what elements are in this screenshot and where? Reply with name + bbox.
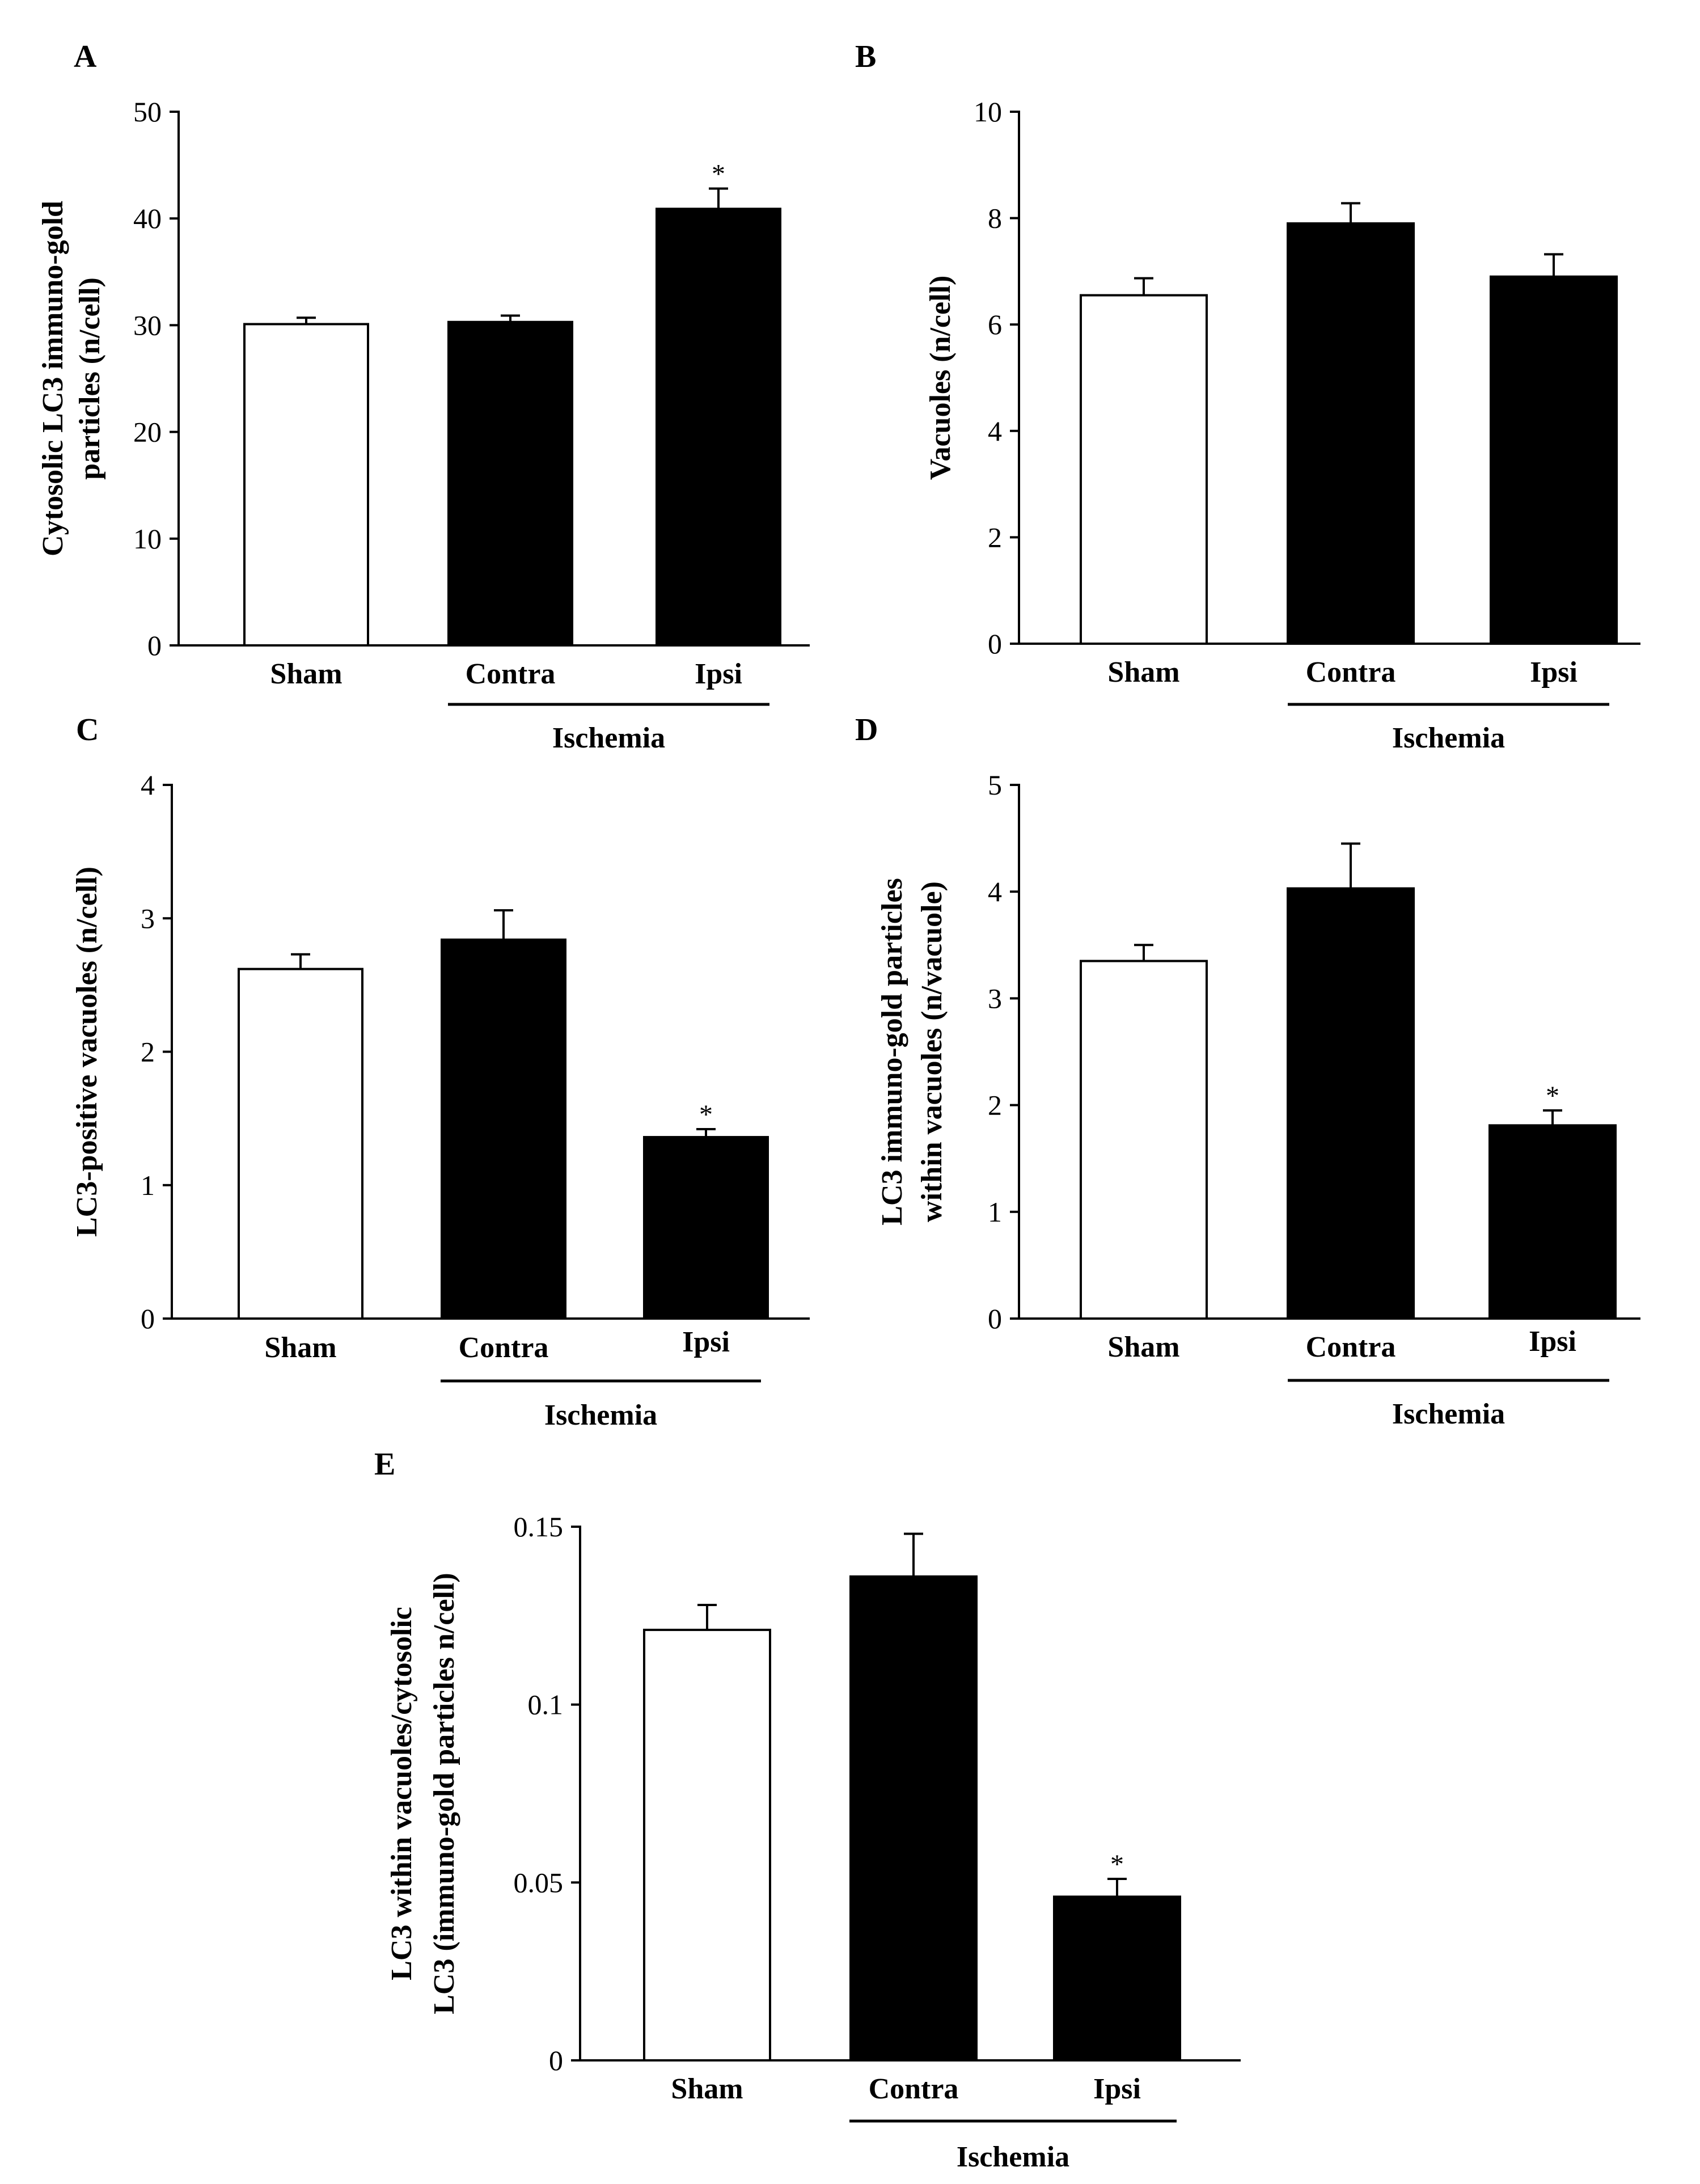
y-tick-label: 0	[141, 1303, 155, 1334]
panel-letter: C	[76, 712, 99, 747]
y-tick-label: 0	[988, 1303, 1002, 1334]
category-label-contra: Contra	[1306, 1331, 1396, 1363]
y-axis-title: LC3 (immuno-gold particles n/cell)	[428, 1573, 460, 2014]
y-tick-label: 0.05	[514, 1866, 564, 1898]
significance-marker: *	[1110, 1849, 1124, 1879]
y-tick-label: 5	[988, 769, 1002, 801]
bar-contra	[1287, 222, 1415, 645]
category-label-sham: Sham	[1107, 656, 1179, 688]
panel-letter: A	[74, 39, 97, 74]
bar-sham	[1080, 294, 1208, 645]
group-label-ischemia: Ischemia	[1392, 722, 1505, 754]
y-tick-label: 4	[988, 876, 1002, 907]
y-axis-title: LC3 immuno-gold particles	[876, 878, 908, 1225]
bar-ipsi	[656, 208, 781, 647]
y-axis-title: particles (n/cell)	[74, 277, 106, 480]
bar-contra	[447, 320, 573, 647]
y-tick-label: 1	[141, 1169, 155, 1201]
y-tick-label: 6	[988, 309, 1002, 340]
bar-ipsi	[1488, 1124, 1617, 1320]
bar-sham	[238, 968, 363, 1320]
y-tick-label: 0	[988, 628, 1002, 660]
category-label-contra: Contra	[1306, 656, 1396, 688]
y-tick-label: 50	[133, 96, 162, 128]
category-label-sham: Sham	[270, 658, 342, 690]
y-tick-label: 30	[133, 309, 162, 341]
y-tick-label: 40	[133, 202, 162, 234]
category-label-contra: Contra	[459, 1332, 549, 1364]
category-label-contra: Contra	[869, 2073, 959, 2105]
bar-contra	[441, 938, 566, 1320]
y-axis-title: within vacuoles (n/vacuole)	[916, 881, 948, 1222]
category-label-sham: Sham	[1107, 1331, 1179, 1363]
chart-panel-c: C LC3-positive vacuoles (n/cell) 0 1 2 3 4 Sham…	[71, 712, 810, 1431]
y-tick-label: 0	[147, 630, 162, 661]
y-tick-label: 0	[549, 2044, 563, 2076]
bar-ipsi	[1490, 275, 1618, 645]
group-label-ischemia: Ischemia	[957, 2141, 1069, 2173]
y-axis-title: Vacuoles (n/cell)	[924, 276, 957, 480]
y-axis-title: LC3-positive vacuoles (n/cell)	[71, 867, 103, 1237]
category-label-ipsi: Ipsi	[1530, 656, 1578, 688]
y-tick-label: 4	[988, 415, 1002, 447]
y-tick-label: 4	[141, 769, 155, 801]
significance-marker: *	[1546, 1081, 1559, 1111]
category-label-ipsi: Ipsi	[695, 658, 742, 690]
category-label-sham: Sham	[264, 1332, 336, 1364]
chart-panel-a: A Cytosolic LC3 immuno-gold particles (n/c…	[37, 39, 810, 754]
y-tick-label: 10	[133, 523, 162, 555]
y-tick-label: 1	[988, 1196, 1002, 1228]
bar-sham	[1080, 960, 1208, 1320]
y-tick-label: 0.15	[514, 1511, 564, 1543]
group-label-ischemia: Ischemia	[544, 1399, 657, 1431]
panel-letter: E	[374, 1447, 395, 1482]
category-label-contra: Contra	[466, 658, 556, 690]
y-axis-title: Cytosolic LC3 immuno-gold	[37, 201, 69, 556]
bar-sham	[243, 323, 369, 647]
category-label-ipsi: Ipsi	[1529, 1325, 1576, 1358]
bar-ipsi	[1053, 1895, 1181, 2062]
bar-sham	[643, 1628, 771, 2062]
chart-panel-d: D LC3 immuno-gold particles within vacuole…	[855, 712, 1640, 1430]
y-tick-label: 0.1	[528, 1689, 564, 1721]
y-tick-label: 20	[133, 416, 162, 448]
category-label-ipsi: Ipsi	[1093, 2073, 1141, 2105]
y-tick-label: 3	[141, 902, 155, 934]
bar-contra	[1287, 887, 1415, 1320]
chart-panel-e: E LC3 within vacuoles/cytosolic LC3 (immun…	[374, 1447, 1241, 2173]
y-tick-label: 2	[988, 521, 1002, 553]
significance-marker: *	[712, 159, 725, 189]
y-tick-label: 2	[988, 1089, 1002, 1121]
y-tick-label: 10	[974, 96, 1002, 128]
group-label-ischemia: Ischemia	[552, 722, 665, 754]
panel-letter: B	[855, 39, 876, 74]
y-tick-label: 3	[988, 982, 1002, 1014]
y-tick-label: 2	[141, 1036, 155, 1068]
category-label-sham: Sham	[671, 2073, 743, 2105]
y-tick-label: 8	[988, 202, 1002, 234]
bar-ipsi	[643, 1136, 769, 1320]
bar-contra	[849, 1575, 978, 2062]
group-label-ischemia: Ischemia	[1392, 1398, 1505, 1430]
panel-letter: D	[855, 712, 878, 747]
y-axis-title: LC3 within vacuoles/cytosolic	[386, 1607, 418, 1980]
category-label-ipsi: Ipsi	[682, 1326, 730, 1358]
significance-marker: *	[699, 1100, 713, 1130]
chart-panel-b: B Vacuoles (n/cell) 0 2 4 6 8 10 Sham Contra Ipsi I…	[855, 39, 1640, 754]
